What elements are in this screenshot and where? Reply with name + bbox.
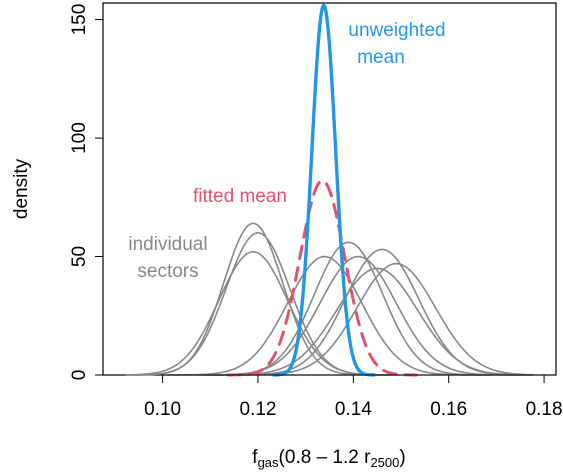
- x-tick-label: 0.10: [144, 399, 181, 420]
- x-axis-title: fgas(0.8 – 1.2 r2500): [252, 447, 405, 470]
- sector-density-curve: [231, 262, 533, 376]
- sector-density-curve: [126, 251, 399, 376]
- y-tick-label: 150: [69, 4, 90, 36]
- x-axis: 0.10 0.12 0.14 0.16 0.18: [144, 374, 563, 420]
- x-tick-label: 0.12: [239, 399, 276, 420]
- unweighted-mean-curve: [272, 3, 376, 377]
- density-curves: [126, 3, 533, 377]
- unweighted-annotation-line2: mean: [357, 47, 405, 68]
- y-axis-title: density: [11, 158, 32, 219]
- y-axis: 0 50 100 150: [69, 4, 104, 381]
- sectors-annotation-line1: individual: [128, 234, 207, 255]
- y-tick-label: 0: [69, 370, 90, 381]
- x-tick-label: 0.16: [430, 399, 467, 420]
- sector-density-curve: [206, 267, 533, 376]
- sector-density-curve: [167, 255, 482, 376]
- unweighted-annotation-line1: unweighted: [348, 20, 445, 41]
- y-tick-label: 50: [69, 246, 90, 267]
- x-tick-label: 0.14: [335, 399, 372, 420]
- x-tick-label: 0.18: [526, 399, 563, 420]
- sector-density-curve: [203, 241, 494, 376]
- y-tick-label: 100: [69, 122, 90, 154]
- fitted-mean-curve: [226, 179, 418, 377]
- fitted-mean-annotation: fitted mean: [193, 186, 287, 207]
- sectors-annotation-line2: sectors: [137, 261, 198, 282]
